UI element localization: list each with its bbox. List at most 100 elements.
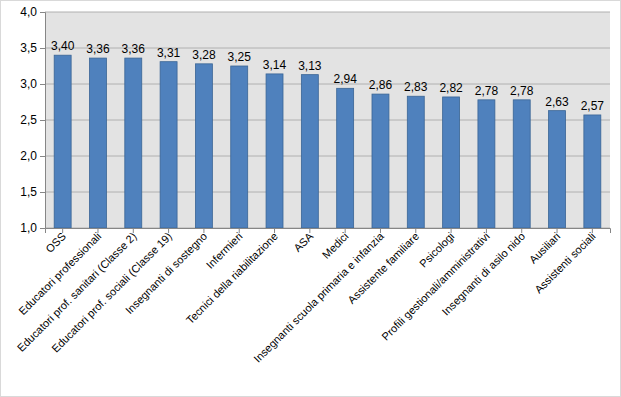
data-label: 2,86: [369, 78, 393, 92]
y-tick: 1,5: [20, 185, 45, 199]
y-tick-label: 2,5: [20, 113, 37, 127]
y-tick-mark: [40, 156, 45, 157]
y-axis-line: [40, 13, 46, 229]
x-tick-mark: [309, 228, 310, 233]
data-label: 2,94: [333, 72, 357, 86]
x-tick: Medici: [320, 228, 351, 261]
bar: [125, 58, 142, 228]
x-tick: OSS: [43, 228, 68, 255]
y-tick-mark: [40, 84, 45, 85]
x-tick-mark: [380, 228, 381, 233]
data-label: 3,25: [228, 50, 252, 64]
chart: 1,0 1,5 2,0 2,5 3,0 3,5 4,0 OSSEducatori profes…: [0, 0, 621, 397]
grid-line: [45, 12, 610, 13]
x-tick: Insegnanti di sostegno: [123, 228, 209, 316]
y-tick: 3,5: [20, 41, 45, 55]
x-tick: Assistente familiare: [345, 228, 421, 306]
x-tick-label: OSS: [43, 230, 68, 255]
x-tick-label: Insegnanti scuola primaria e infanzia: [251, 229, 386, 364]
bar: [584, 115, 601, 228]
x-tick-label: Insegnanti di asilo nido: [440, 230, 528, 318]
x-tick-mark: [415, 228, 416, 233]
grid: [45, 12, 610, 228]
bar: [266, 74, 283, 228]
bar: [301, 75, 318, 228]
plot: 1,0 1,5 2,0 2,5 3,0 3,5 4,0 OSSEducatori profes…: [15, 5, 611, 364]
y-tick-mark: [40, 120, 45, 121]
x-tick: Assistenti sociali: [532, 228, 598, 295]
data-label: 3,40: [51, 39, 75, 53]
data-label: 2,78: [475, 84, 499, 98]
y-tick-label: 3,0: [20, 77, 37, 91]
bar: [549, 111, 566, 228]
bar: [89, 58, 106, 228]
y-tick: 3,0: [20, 77, 45, 91]
x-tick-label: Assistenti sociali: [532, 230, 598, 296]
bar: [195, 64, 212, 228]
bar: [372, 94, 389, 228]
x-tick: Ausiliari: [527, 228, 563, 266]
y-tick-label: 3,5: [20, 41, 37, 55]
bar: [231, 66, 248, 228]
data-label: 3,36: [122, 42, 146, 56]
x-tick-label: ASA: [291, 229, 316, 254]
bar: [160, 62, 177, 228]
data-label: 3,14: [263, 58, 287, 72]
y-tick: 1,0: [20, 221, 45, 235]
data-label: 2,57: [581, 99, 605, 113]
y-tick-label: 1,0: [20, 221, 37, 235]
x-tick-label: Insegnanti di sostegno: [123, 230, 209, 316]
x-tick-mark: [133, 228, 134, 233]
y-tick-mark: [40, 12, 45, 13]
y-tick-mark: [40, 48, 45, 49]
data-label: 2,83: [404, 80, 428, 94]
y-axis: 1,0 1,5 2,0 2,5 3,0 3,5 4,0: [20, 5, 45, 235]
x-tick-mark: [239, 228, 240, 233]
data-label: 3,36: [86, 42, 110, 56]
data-label: 2,82: [439, 81, 463, 95]
x-tick: Insegnanti di asilo nido: [440, 228, 528, 318]
x-tick-label: Ausiliari: [527, 230, 563, 266]
data-labels: 3,40 3,36 3,36 3,31 3,28 3,25 3,14 3,13 2,94 2,86…: [51, 39, 604, 113]
x-tick-mark: [557, 228, 558, 233]
bar: [513, 100, 530, 228]
data-label: 3,31: [157, 46, 181, 60]
data-label: 2,78: [510, 84, 534, 98]
x-tick-label: Tecnici della riabilitazione: [184, 230, 280, 326]
x-tick-mark: [62, 228, 63, 233]
x-tick-mark: [451, 228, 452, 233]
x-tick-mark: [274, 228, 275, 233]
x-tick-mark: [97, 228, 98, 233]
bar: [443, 97, 460, 228]
x-tick-mark: [203, 228, 204, 233]
x-axis: OSSEducatori professionaliEducatori prof…: [15, 228, 611, 365]
x-tick-mark: [592, 228, 593, 233]
x-tick-mark: [521, 228, 522, 233]
x-tick-mark: [168, 228, 169, 233]
x-tick-mark: [345, 228, 346, 233]
y-tick-mark: [40, 192, 45, 193]
data-label: 3,13: [298, 59, 322, 73]
chart-border: [1, 1, 621, 397]
x-tick: Tecnici della riabilitazione: [184, 228, 280, 326]
x-tick-mark: [486, 228, 487, 233]
data-label: 3,28: [192, 48, 216, 62]
y-tick: 2,0: [20, 149, 45, 163]
data-label: 2,63: [545, 95, 569, 109]
y-tick-label: 2,0: [20, 149, 37, 163]
y-tick: 4,0: [20, 5, 45, 19]
y-tick-mark: [40, 228, 45, 229]
x-tick: ASA: [291, 228, 316, 254]
y-tick: 2,5: [20, 113, 45, 127]
y-tick-label: 1,5: [20, 185, 37, 199]
x-tick: Insegnanti scuola primaria e infanzia: [251, 228, 386, 365]
bar: [478, 100, 495, 228]
bars: [54, 55, 601, 228]
bar: [407, 96, 424, 228]
bar: [337, 88, 354, 228]
plot-background: [45, 12, 610, 228]
bar: [54, 55, 71, 228]
x-tick-label: Medici: [320, 230, 351, 261]
x-tick-label: Assistente familiare: [345, 230, 421, 306]
y-tick-label: 4,0: [20, 5, 37, 19]
